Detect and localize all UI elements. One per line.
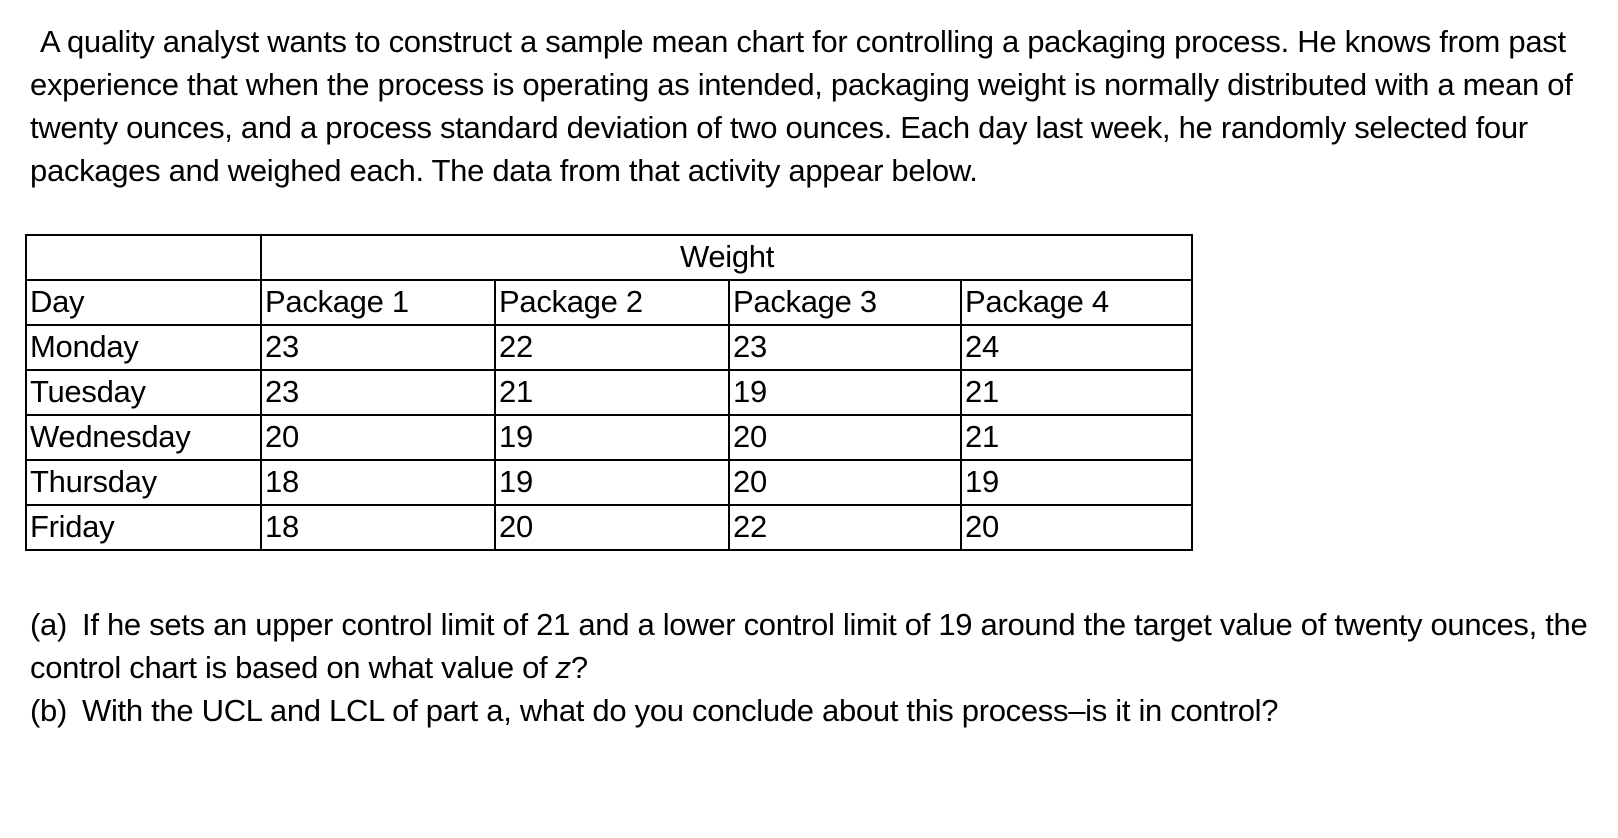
value-cell: 20	[960, 504, 1193, 551]
value-cell: 20	[728, 459, 962, 506]
problem-statement: A quality analyst wants to construct a s…	[30, 24, 1573, 188]
variable-z: z	[555, 650, 572, 685]
span-header-row: Weight	[25, 234, 1193, 281]
day-cell: Wednesday	[25, 414, 262, 461]
table-row-wednesday: Wednesday 20 19 20 21	[25, 414, 1193, 461]
value-cell: 18	[260, 459, 496, 506]
column-header-package-3: Package 3	[728, 279, 962, 326]
day-cell: Thursday	[25, 459, 262, 506]
questions-section: (a) If he sets an upper control limit of …	[30, 603, 1596, 732]
value-cell: 19	[494, 414, 730, 461]
value-cell: 22	[728, 504, 962, 551]
table-row-thursday: Thursday 18 19 20 19	[25, 459, 1193, 506]
value-cell: 24	[960, 324, 1193, 371]
column-header-package-4: Package 4	[960, 279, 1193, 326]
column-header-package-1: Package 1	[260, 279, 496, 326]
table-row-tuesday: Tuesday 23 21 19 21	[25, 369, 1193, 416]
value-cell: 20	[728, 414, 962, 461]
weight-data-table: Weight Day Package 1 Package 2 Package 3…	[25, 234, 1193, 551]
question-a-text: If he sets an upper control limit of 21 …	[30, 607, 1588, 685]
day-cell: Tuesday	[25, 369, 262, 416]
table-row-friday: Friday 18 20 22 20	[25, 504, 1193, 551]
question-a-label: (a)	[30, 607, 67, 642]
table-row-monday: Monday 23 22 23 24	[25, 324, 1193, 371]
value-cell: 21	[494, 369, 730, 416]
day-cell: Monday	[25, 324, 262, 371]
column-header-day: Day	[25, 279, 262, 326]
value-cell: 20	[494, 504, 730, 551]
value-cell: 22	[494, 324, 730, 371]
value-cell: 19	[728, 369, 962, 416]
value-cell: 18	[260, 504, 496, 551]
value-cell: 23	[260, 369, 496, 416]
day-cell: Friday	[25, 504, 262, 551]
question-b-text: With the UCL and LCL of part a, what do …	[82, 693, 1279, 728]
empty-corner-cell	[25, 234, 262, 281]
column-header-package-2: Package 2	[494, 279, 730, 326]
weight-span-header: Weight	[260, 234, 1193, 281]
value-cell: 23	[260, 324, 496, 371]
value-cell: 19	[960, 459, 1193, 506]
question-a: (a) If he sets an upper control limit of …	[30, 603, 1596, 689]
value-cell: 21	[960, 414, 1193, 461]
question-a-suffix: ?	[570, 650, 588, 685]
value-cell: 19	[494, 459, 730, 506]
value-cell: 20	[260, 414, 496, 461]
question-b-label: (b)	[30, 693, 67, 728]
value-cell: 21	[960, 369, 1193, 416]
column-header-row: Day Package 1 Package 2 Package 3 Packag…	[25, 279, 1193, 326]
value-cell: 23	[728, 324, 962, 371]
question-b: (b) With the UCL and LCL of part a, what …	[30, 689, 1596, 732]
